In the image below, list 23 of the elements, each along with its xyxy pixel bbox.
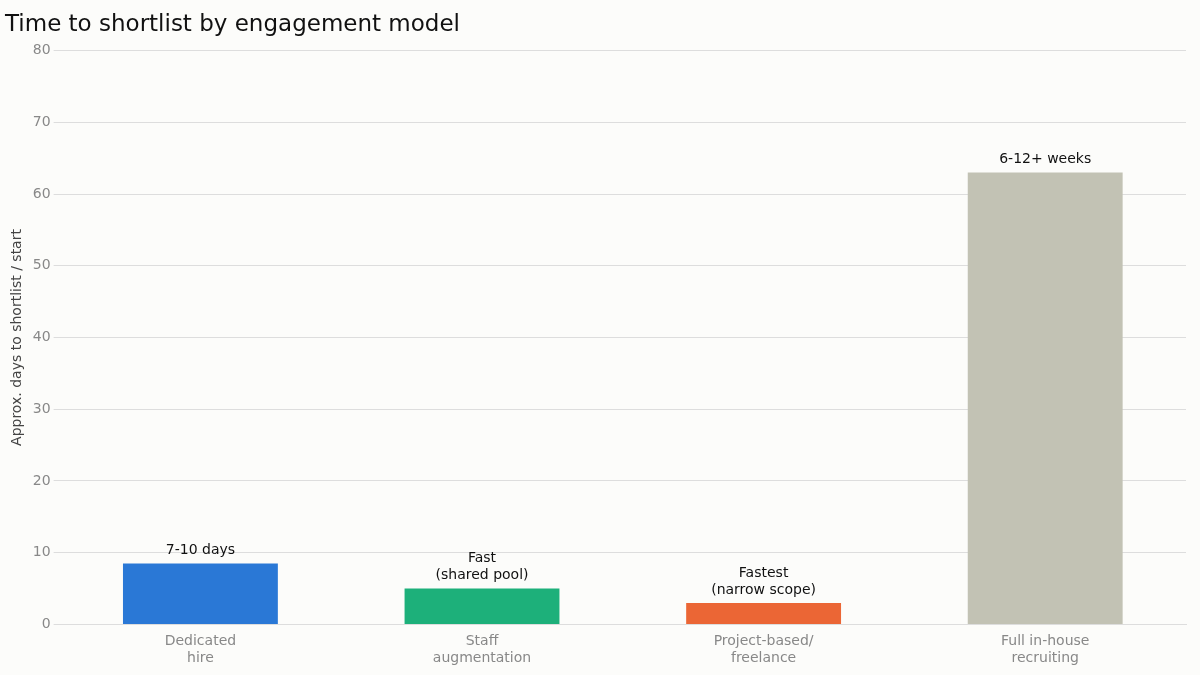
y-tick-label: 10	[32, 543, 51, 560]
chart-title: Time to shortlist by engagement model	[4, 9, 460, 36]
y-tick-label: 40	[32, 328, 51, 345]
y-tick-label: 50	[32, 256, 51, 273]
x-tick-label: Project-based/ freelance	[713, 632, 814, 666]
y-tick-label: 30	[32, 399, 51, 416]
bar	[686, 602, 842, 624]
data-label: Fast (shared pool)	[435, 549, 529, 583]
y-axis-title: Approx. days to shortlist / start	[8, 228, 25, 446]
bar	[404, 588, 560, 624]
y-tick-label: 0	[41, 615, 51, 632]
bar	[967, 172, 1123, 624]
x-tick-label: Staff augmentation	[432, 632, 532, 666]
x-tick-label: Full in-house recruiting	[1000, 632, 1090, 666]
y-tick-label: 80	[32, 41, 51, 58]
x-tick-label: Dedicated hire	[164, 632, 237, 666]
y-tick-label: 70	[32, 112, 51, 129]
y-tick-label: 20	[32, 471, 51, 488]
data-label: 7-10 days	[165, 541, 236, 558]
bar	[122, 563, 278, 624]
data-label: 6-12+ weeks	[999, 150, 1092, 167]
y-tick-label: 60	[32, 184, 51, 201]
data-label: Fastest (narrow scope)	[711, 563, 817, 597]
